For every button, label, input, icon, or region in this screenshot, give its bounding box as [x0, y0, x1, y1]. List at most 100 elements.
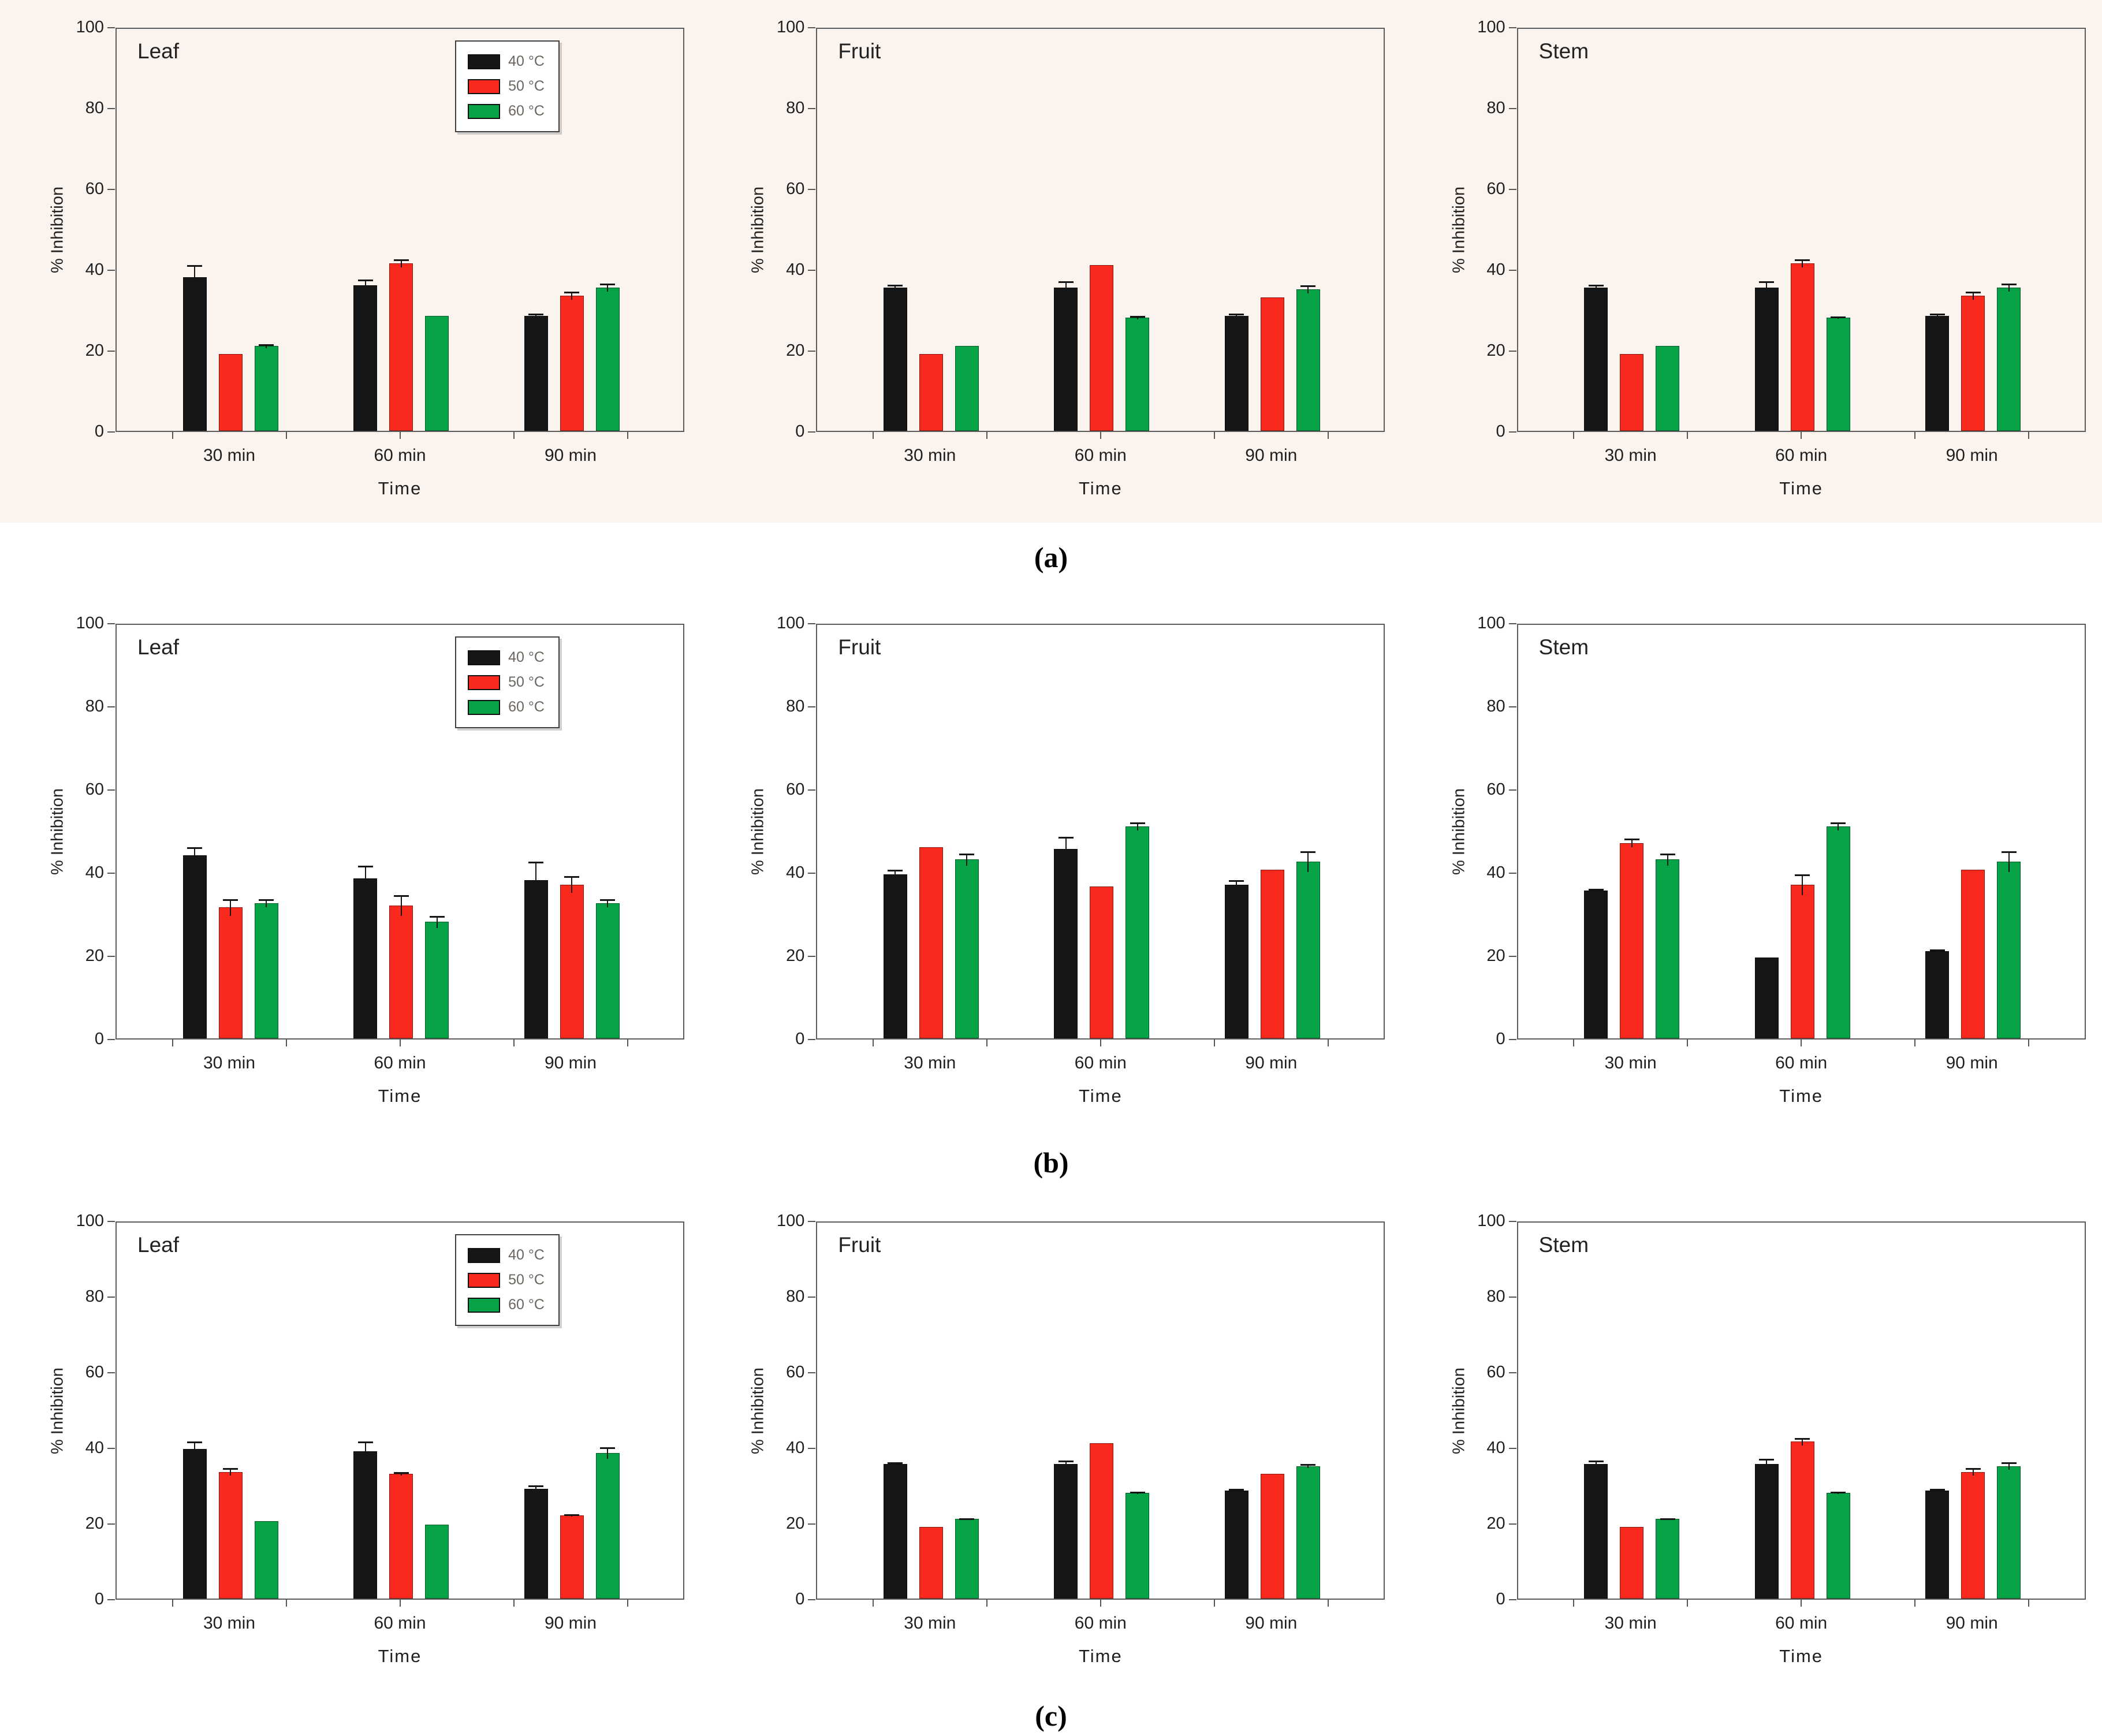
error-bar-cap [1831, 822, 1846, 824]
bar-stem-30-60°C [1656, 859, 1680, 1038]
x-tick-mark [1687, 1040, 1689, 1046]
bar-fruit-90-60°C [1296, 289, 1320, 431]
error-bar [1660, 853, 1675, 866]
bar-leaf-60-60°C [425, 315, 449, 431]
error-bar-cap [1929, 314, 1945, 315]
y-tick-label: 80 [85, 99, 104, 117]
y-tick-mark [107, 873, 115, 874]
error-bar [393, 259, 409, 267]
panel-title-leaf: Leaf [137, 635, 180, 659]
y-tick-label: 40 [85, 260, 104, 279]
x-tick-mark [1213, 432, 1215, 439]
y-tick-mark [107, 108, 115, 109]
y-tick-label: 40 [85, 863, 104, 882]
y-tick-mark [1508, 789, 1516, 791]
bar-leaf-30-60°C [254, 903, 278, 1038]
error-bar-cap [959, 1518, 975, 1520]
x-tick-mark [285, 1600, 287, 1607]
error-bar-cap [1058, 836, 1074, 839]
bar-fruit-30-50°C [919, 847, 943, 1038]
x-tick-mark [399, 1600, 401, 1607]
error-bar-line [1838, 822, 1839, 830]
error-bar-cap [1130, 1491, 1145, 1493]
error-bar-cap [1058, 281, 1074, 283]
y-tick-label: 0 [94, 422, 104, 441]
y-tick-mark [1508, 351, 1516, 352]
x-category-label: 30 min [203, 1053, 256, 1072]
y-tick-label: 20 [85, 341, 104, 360]
x-tick-mark [172, 1040, 173, 1046]
bar-fruit-60-40°C [1054, 287, 1078, 431]
error-bar-cap [1624, 839, 1639, 841]
y-tick-label: 80 [786, 1287, 805, 1306]
x-tick-mark [986, 1040, 987, 1046]
error-bar [1130, 1491, 1145, 1494]
error-bar-line [266, 899, 267, 908]
x-tick-mark [1327, 1040, 1329, 1046]
bar-stem-30-60°C [1656, 1519, 1680, 1599]
error-bar-line [1307, 285, 1309, 293]
x-category-label: 60 min [374, 446, 426, 465]
error-bar [1660, 1518, 1675, 1521]
bar-fruit-60-60°C [1125, 318, 1150, 431]
error-bar-cap [393, 259, 409, 261]
y-tick-mark [1508, 956, 1516, 957]
x-tick-mark [513, 1600, 515, 1607]
panel-leaf: % Inhibition Leaf 40 °C 50 °C 60 °C 0 20 40 60 80… [0, 592, 700, 1132]
error-bar-line [1307, 1464, 1309, 1469]
y-tick-label: 20 [786, 947, 805, 965]
bar-stem-30-50°C [1620, 1526, 1644, 1599]
legend: 40 °C 50 °C 60 °C [455, 636, 560, 728]
panel-title-leaf: Leaf [137, 1233, 180, 1257]
x-category-label: 30 min [1604, 1614, 1657, 1633]
error-bar-cap [1588, 1460, 1604, 1462]
error-bar-line [1065, 836, 1067, 862]
y-tick-mark [808, 623, 816, 624]
error-bar-cap [1831, 1491, 1846, 1493]
bar-stem-60-60°C [1826, 826, 1850, 1038]
chart-row-a: % Inhibition Leaf 40 °C 50 °C 60 °C 0 20 40 60 80… [0, 0, 2102, 523]
error-bar [187, 847, 202, 864]
y-tick-mark [107, 706, 115, 707]
legend-swatch-40°C [468, 54, 501, 69]
x-tick-mark [1573, 1600, 1575, 1607]
error-bar [564, 291, 579, 300]
y-tick-label: 80 [786, 697, 805, 716]
error-bar [1831, 822, 1846, 830]
y-tick-label: 0 [795, 1030, 805, 1048]
bar-stem-90-60°C [1997, 1466, 2021, 1599]
error-bar [1759, 281, 1775, 293]
x-tick-mark [1100, 432, 1101, 439]
error-bar-cap [1759, 1458, 1775, 1461]
bar-stem-90-60°C [1997, 862, 2021, 1038]
error-bar-line [194, 265, 195, 289]
x-category-label: 60 min [1074, 446, 1127, 465]
y-tick-mark [107, 1599, 115, 1600]
bar-fruit-90-40°C [1224, 884, 1248, 1038]
legend-item: 40 °C [468, 1247, 545, 1264]
y-tick-mark [808, 189, 816, 190]
y-tick-label: 40 [786, 1439, 805, 1457]
error-bar-cap [357, 279, 373, 281]
error-bar [1229, 880, 1244, 889]
chart-row-c: % Inhibition Leaf 40 °C 50 °C 60 °C 0 20 40 60 80… [0, 1193, 2102, 1695]
y-tick-mark [1508, 1599, 1516, 1600]
error-bar-cap [1660, 1518, 1675, 1520]
legend-swatch-50°C [468, 79, 501, 94]
error-bar-line [966, 853, 968, 866]
error-bar [564, 1514, 579, 1517]
error-bar [1058, 1460, 1074, 1469]
error-bar-line [266, 344, 267, 348]
error-bar-line [2008, 851, 2010, 872]
legend-label: 40 °C [508, 649, 545, 665]
error-bar-line [1065, 1460, 1067, 1469]
error-bar-line [895, 1462, 896, 1466]
x-tick-mark [872, 1040, 874, 1046]
error-bar-cap [1300, 285, 1316, 287]
plot-area-fruit: Fruit [816, 1221, 1385, 1600]
x-category-label: 60 min [374, 1614, 426, 1633]
error-bar [393, 895, 409, 916]
bar-fruit-60-50°C [1090, 1443, 1114, 1599]
x-tick-mark [1573, 432, 1575, 439]
